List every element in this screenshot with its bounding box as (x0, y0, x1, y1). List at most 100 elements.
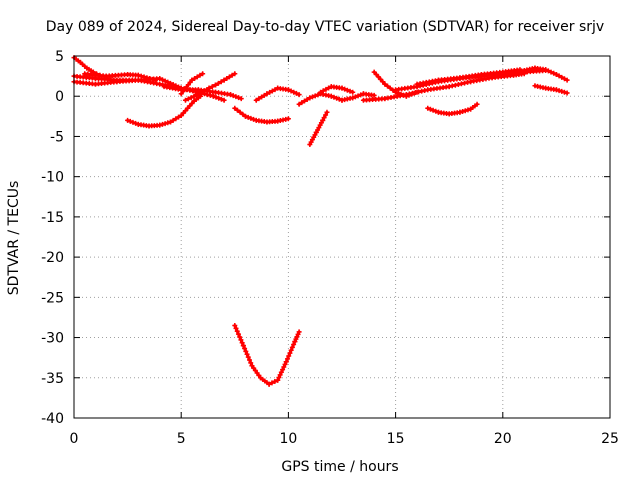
data-series (71, 55, 570, 387)
data-point (296, 92, 302, 98)
y-tick-labels: 5 0 -5 -10 -15 -20 -25 -30 -35 -40 (41, 49, 64, 427)
data-point (474, 101, 480, 107)
data-point (228, 92, 234, 98)
data-point (543, 67, 549, 73)
data-point (318, 89, 324, 95)
data-point (350, 89, 356, 95)
data-point (320, 117, 326, 123)
x-tick-label: 0 (70, 431, 79, 447)
data-point (296, 329, 302, 335)
data-point (387, 85, 393, 91)
data-point (358, 92, 364, 98)
data-point (216, 95, 222, 101)
data-point (288, 347, 294, 353)
data-point (275, 377, 281, 383)
y-tick-label: -5 (50, 129, 64, 145)
y-tick-label: 5 (55, 49, 64, 65)
series-arc-13 (307, 109, 330, 147)
data-point (371, 92, 377, 98)
data-point (194, 92, 200, 98)
y-tick-label: -10 (41, 170, 64, 186)
y-tick-label: -35 (41, 371, 64, 387)
data-point (460, 109, 466, 115)
data-point (324, 109, 330, 115)
data-point (197, 91, 203, 97)
series-arc-19 (425, 101, 480, 117)
data-point (242, 345, 248, 351)
data-point (167, 119, 173, 125)
data-point (125, 117, 131, 123)
data-point (551, 70, 557, 76)
data-point (243, 113, 249, 119)
data-point (191, 93, 197, 99)
data-point (256, 96, 262, 102)
data-point (248, 360, 254, 366)
data-point (304, 96, 310, 102)
series-arc-21 (532, 83, 570, 96)
data-point (245, 114, 251, 120)
series-arc-11 (232, 322, 302, 387)
series-arc-12 (296, 91, 377, 107)
data-point (280, 367, 286, 373)
data-point (197, 72, 203, 78)
data-point (162, 121, 168, 127)
data-point (226, 74, 232, 80)
data-point (192, 76, 198, 82)
data-point (240, 111, 246, 117)
data-point (144, 75, 150, 81)
data-point (269, 88, 275, 94)
data-point (157, 122, 163, 128)
data-point (218, 79, 224, 85)
data-point (218, 96, 224, 102)
data-point (561, 89, 567, 95)
data-point (307, 95, 313, 101)
data-point (127, 118, 133, 124)
data-point (545, 68, 551, 74)
grid-lines (74, 56, 610, 418)
data-point (312, 93, 318, 99)
data-point (243, 348, 249, 354)
series-arc-1 (71, 55, 103, 78)
data-point (339, 85, 345, 91)
data-point (344, 87, 350, 93)
data-point (291, 89, 297, 95)
x-axis-label: GPS time / hours (281, 459, 398, 475)
data-point (239, 340, 245, 346)
series-line (126, 94, 202, 128)
data-point (293, 90, 299, 96)
data-point (285, 116, 291, 122)
data-point (281, 364, 287, 370)
data-point (267, 89, 273, 95)
data-point (326, 85, 332, 91)
series-arc-18 (414, 67, 523, 87)
data-point (152, 77, 158, 83)
data-point (188, 95, 194, 101)
data-point (385, 83, 391, 89)
data-point (564, 90, 570, 96)
data-point (433, 108, 439, 114)
data-point (221, 77, 227, 83)
data-point (425, 105, 431, 111)
data-point (285, 87, 291, 93)
plot-frame (73, 55, 611, 419)
data-point (328, 93, 334, 99)
data-point (457, 109, 463, 115)
data-point (185, 96, 191, 102)
data-point (130, 119, 136, 125)
chart-title: Day 089 of 2024, Sidereal Day-to-day VTE… (46, 19, 604, 35)
data-point (277, 372, 283, 378)
data-point (350, 95, 356, 101)
data-point (266, 381, 272, 387)
series-arc-20 (511, 65, 570, 83)
data-point (382, 81, 388, 87)
data-point (556, 88, 562, 94)
data-point (331, 94, 337, 100)
data-point (237, 334, 243, 340)
x-tick-label: 20 (494, 431, 512, 447)
data-point (301, 98, 307, 104)
x-tick-label: 15 (387, 431, 405, 447)
data-point (235, 331, 241, 337)
data-point (157, 76, 163, 82)
data-point (564, 77, 570, 83)
data-point (229, 72, 235, 78)
